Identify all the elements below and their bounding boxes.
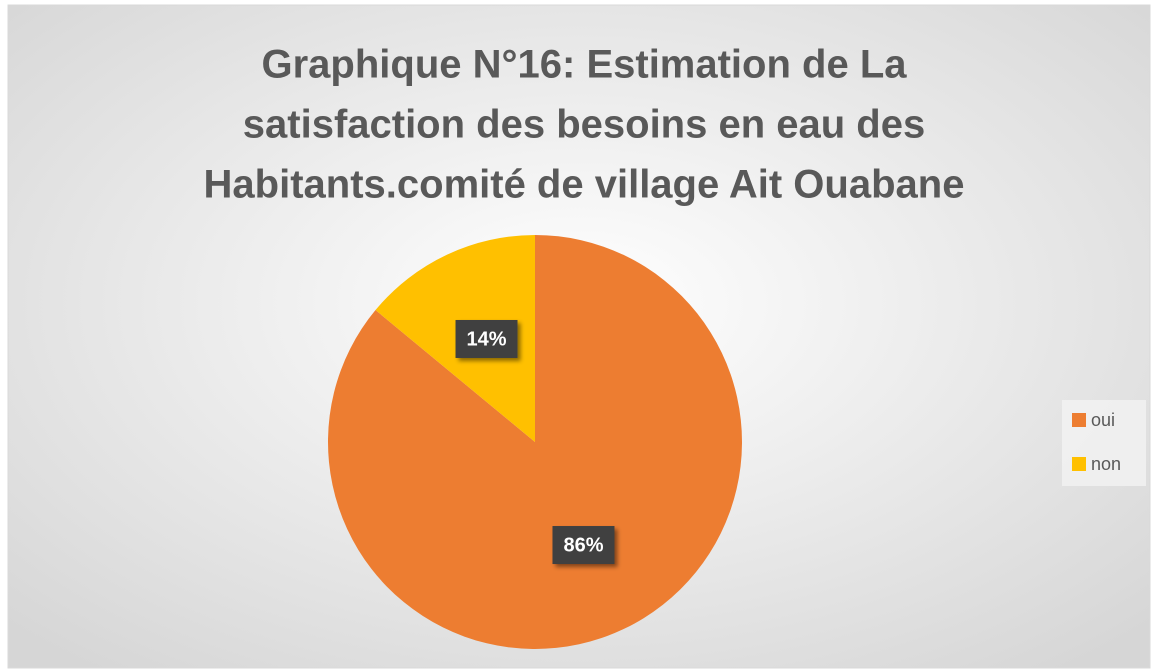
- chart-title: satisfaction des besoins en eau des: [243, 103, 925, 147]
- chart-title: Graphique N°16: Estimation de La: [262, 43, 908, 87]
- data-label: 14%: [467, 328, 507, 350]
- legend-swatch: [1072, 413, 1086, 427]
- chart-title: Habitants.comité de village Ait Ouabane: [204, 163, 965, 207]
- legend-label: oui: [1091, 410, 1115, 430]
- data-label-box: [552, 526, 615, 565]
- legend-swatch: [1072, 457, 1086, 471]
- legend-label: non: [1091, 454, 1121, 474]
- data-label: 86%: [563, 534, 603, 556]
- pie-slice: [375, 235, 535, 442]
- data-label-box: [455, 319, 518, 358]
